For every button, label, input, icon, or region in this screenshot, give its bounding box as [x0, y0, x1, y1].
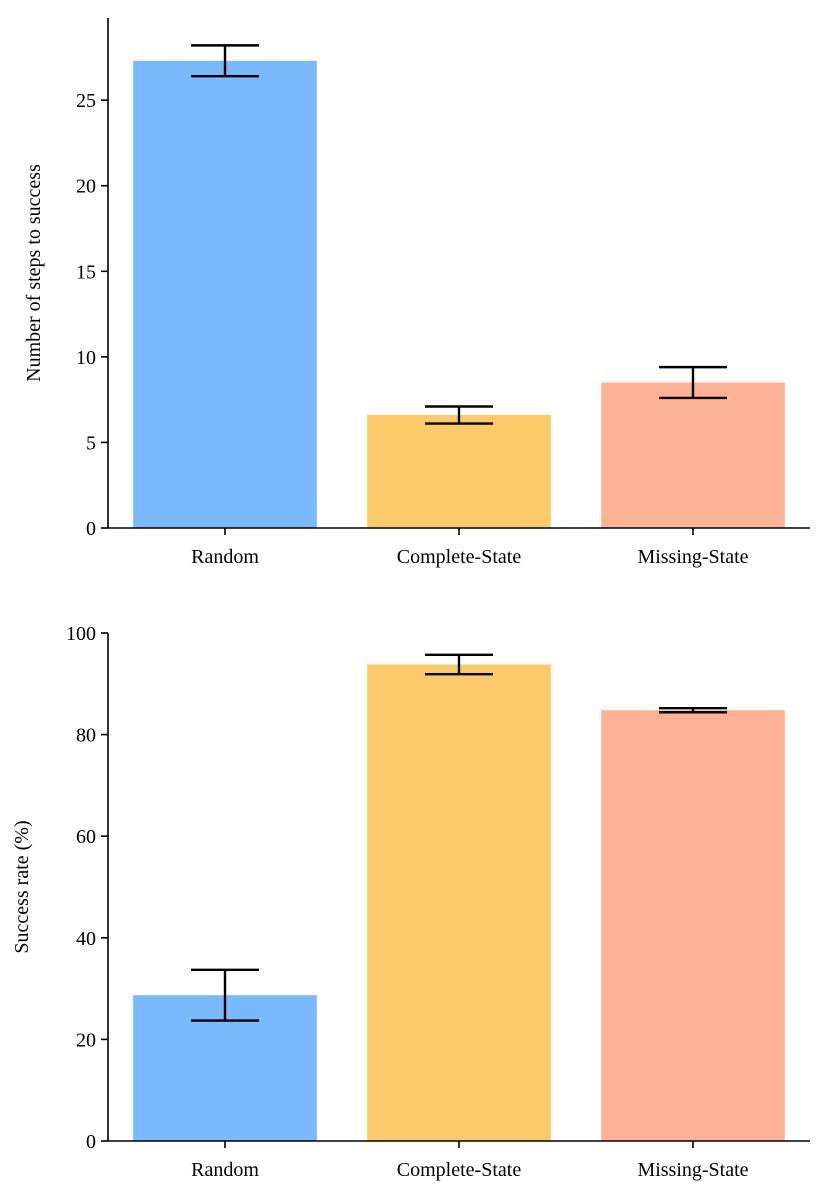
error-bar-missing-state — [659, 365, 727, 400]
x-tick-label: Missing-State — [637, 1159, 748, 1181]
y-tick-label: 20 — [76, 1029, 96, 1051]
y-tick-label: 15 — [76, 261, 96, 283]
error-bar-complete-state — [425, 405, 493, 425]
bar-missing-state — [601, 710, 785, 1141]
x-tick-label: Complete-State — [397, 546, 522, 568]
error-bar-random — [191, 968, 259, 1022]
error-bar-random — [191, 44, 259, 78]
x-tick-label: Complete-State — [397, 1159, 522, 1181]
x-tick-label: Random — [191, 1159, 259, 1181]
y-tick-label: 10 — [76, 347, 96, 369]
y-tick-label: 25 — [76, 90, 96, 112]
y-tick-label: 60 — [76, 826, 96, 848]
y-axis-label: Number of steps to success — [23, 164, 45, 382]
steps-chart: Random Complete-State Missing-State 0 5 10 15 2… — [23, 18, 810, 568]
y-tick-label: 100 — [66, 623, 96, 645]
bar-complete-state — [367, 664, 551, 1141]
y-tick-label: 40 — [76, 928, 96, 950]
y-tick-label: 80 — [76, 725, 96, 747]
x-tick-label: Random — [191, 546, 259, 568]
error-bar-complete-state — [425, 653, 493, 676]
bar-complete-state — [367, 415, 551, 528]
error-bar-missing-state — [659, 706, 727, 714]
y-axis-label: Success rate (%) — [11, 820, 33, 953]
y-tick-label: 0 — [86, 518, 96, 540]
success-rate-chart: Random Complete-State Missing-State 0 20 40 60… — [11, 623, 810, 1181]
y-tick-label: 0 — [86, 1131, 96, 1153]
y-tick-label: 20 — [76, 176, 96, 198]
y-tick-label: 5 — [86, 432, 96, 454]
bar-random — [133, 60, 317, 528]
bar-missing-state — [601, 382, 785, 528]
x-tick-label: Missing-State — [637, 546, 748, 568]
